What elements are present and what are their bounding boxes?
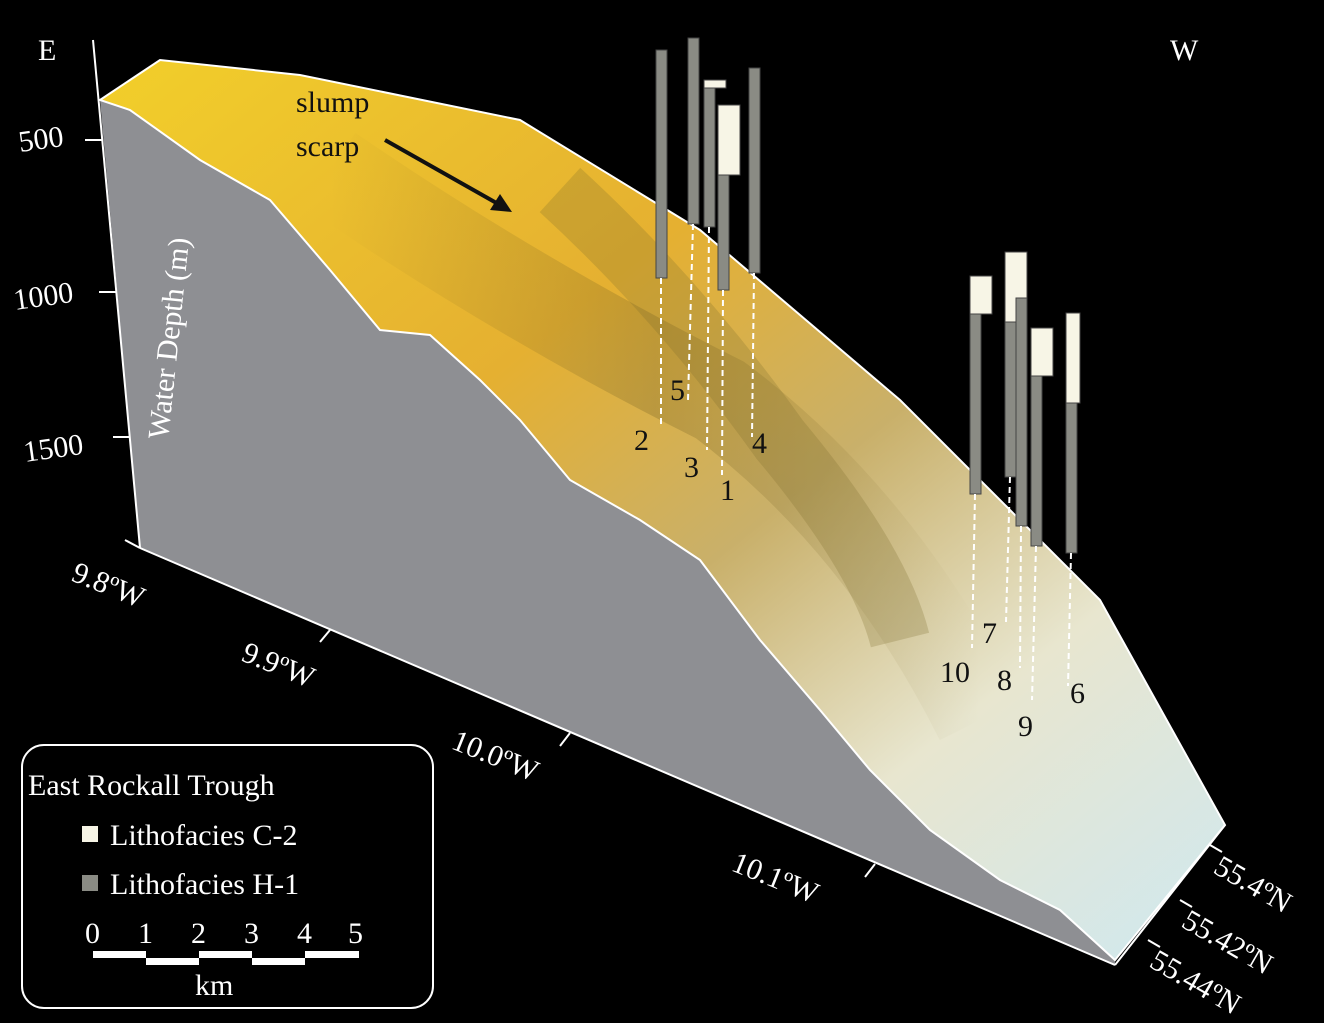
legend-swatch (82, 875, 98, 891)
core-label: 4 (752, 427, 767, 460)
core-label: 8 (997, 664, 1012, 697)
legend-title: East Rockall Trough (28, 769, 275, 802)
scale-tick-label: 5 (348, 917, 363, 950)
annotation: scarp (296, 130, 359, 163)
legend-swatch (82, 826, 98, 842)
core-label: 6 (1070, 677, 1085, 710)
scale-tick-label: 4 (297, 917, 312, 950)
legend-item: Lithofacies C-2 (110, 819, 297, 852)
scale-tick-label: 1 (138, 917, 153, 950)
core-label: 3 (684, 451, 699, 484)
annotation: slump (296, 86, 369, 119)
scale-tick-label: 2 (191, 917, 206, 950)
depth-tick-label: 500 (16, 120, 65, 159)
core-label: 7 (982, 617, 997, 650)
core-label: 2 (634, 424, 649, 457)
scale-tick-label: 3 (244, 917, 259, 950)
scale-unit: km (195, 969, 233, 1002)
core-label: 5 (670, 374, 685, 407)
core-label: 10 (940, 656, 970, 689)
figure: E W 500 1000 1500 Water Depth (m) 9.8ºW … (0, 0, 1324, 1023)
scale-tick-label: 0 (85, 917, 100, 950)
core-label: 1 (720, 474, 735, 507)
scale-bar (93, 951, 359, 965)
legend-item: Lithofacies H-1 (110, 868, 299, 901)
east-label: E (38, 34, 56, 67)
west-label: W (1170, 34, 1199, 67)
core-label: 9 (1018, 710, 1033, 743)
